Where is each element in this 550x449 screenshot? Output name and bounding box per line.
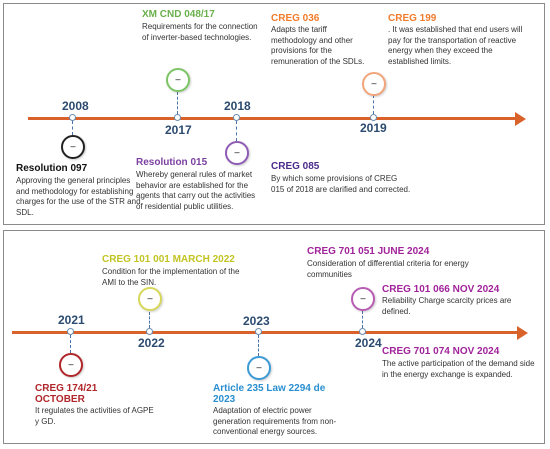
- event-marker-circle: –: [59, 353, 83, 377]
- event-title-creg-174-21: CREG 174/21: [35, 383, 98, 394]
- connector: [373, 95, 374, 114]
- event-title-resolution-097: Resolution 097: [16, 163, 88, 174]
- circle-glyph: –: [234, 147, 240, 157]
- circle-glyph: –: [70, 141, 76, 151]
- timeline-panel-2021-2024: [3, 230, 545, 444]
- event-title-creg-701-074: CREG 701 074 NOV 2024: [382, 346, 500, 357]
- year-2023: 2023: [243, 314, 270, 328]
- event-description-creg-701-074: The active participation of the demand s…: [382, 359, 535, 379]
- event-description-resolution-097: Approving the general principles and met…: [16, 176, 141, 217]
- event-title-xm-cnd-048-17: XM CND 048/17: [142, 9, 215, 20]
- year-2024: 2024: [355, 336, 382, 350]
- connector: [70, 335, 71, 353]
- connector: [149, 312, 150, 328]
- year-2017: 2017: [165, 123, 192, 137]
- circle-glyph: –: [360, 293, 366, 303]
- event-title-creg-085: CREG 085: [271, 161, 320, 172]
- event-description-creg-036: Adapts the tariff methodology and other …: [271, 25, 365, 66]
- event-description-creg-174-21: It regulates the activities of AGPE y GD…: [35, 406, 154, 426]
- connector: [72, 121, 73, 135]
- event-marker-circle: –: [61, 135, 85, 159]
- timeline-line-bottom: [12, 331, 518, 334]
- year-2019: 2019: [360, 121, 387, 135]
- timeline-marker: [370, 114, 377, 121]
- timeline-marker: [359, 328, 366, 335]
- event-description-creg-085: By which some provisions of CREG 015 of …: [271, 174, 411, 194]
- connector: [258, 335, 259, 356]
- event-marker-circle: –: [225, 141, 249, 165]
- year-2021: 2021: [58, 313, 85, 327]
- circle-glyph: –: [256, 362, 262, 372]
- event-description-xm-cnd-048-17: Requirements for the connection of inver…: [142, 22, 258, 42]
- event-title-creg-101-001: CREG 101 001 MARCH 2022: [102, 254, 235, 265]
- timeline-panel-2008-2019: [3, 3, 545, 225]
- year-2022: 2022: [138, 336, 165, 350]
- event-description-creg-101-066: Reliability Charge scarcity prices are d…: [382, 296, 512, 316]
- event-marker-circle: –: [166, 68, 190, 92]
- event-description-creg-199: . It was established that end users will…: [388, 25, 523, 66]
- year-2018: 2018: [224, 99, 251, 113]
- event-title-creg-701-051: CREG 701 051 JUNE 2024: [307, 246, 430, 257]
- timeline-marker: [67, 328, 74, 335]
- event-title-resolution-015: Resolution 015: [136, 157, 208, 168]
- event-title-creg-174-21-month: OCTOBER: [35, 394, 85, 405]
- timeline-line-top: [28, 117, 516, 120]
- event-marker-circle: –: [138, 287, 162, 311]
- event-marker-circle: –: [351, 287, 375, 311]
- timeline-arrow-top: [515, 111, 526, 126]
- event-title-creg-199: CREG 199: [388, 13, 437, 24]
- year-2008: 2008: [62, 99, 89, 113]
- circle-glyph: –: [147, 293, 153, 303]
- connector: [177, 92, 178, 114]
- timeline-marker: [146, 328, 153, 335]
- event-description-article-235: Adaptation of electric power generation …: [213, 406, 337, 437]
- connector: [362, 311, 363, 328]
- event-title-article-235: Article 235 Law 2294 de: [213, 383, 326, 394]
- event-description-creg-101-001: Condition for the implementation of the …: [102, 267, 240, 287]
- event-title-creg-101-066: CREG 101 066 NOV 2024: [382, 284, 500, 295]
- event-description-creg-701-051: Consideration of differential criteria f…: [307, 259, 469, 279]
- event-title-creg-036: CREG 036: [271, 13, 320, 24]
- timeline-marker: [174, 114, 181, 121]
- connector: [236, 121, 237, 141]
- timeline-marker: [233, 114, 240, 121]
- timeline-arrow-bottom: [517, 325, 528, 340]
- event-marker-circle: –: [362, 72, 386, 96]
- timeline-marker: [255, 328, 262, 335]
- circle-glyph: –: [371, 78, 377, 88]
- circle-glyph: –: [175, 74, 181, 84]
- event-marker-circle: –: [247, 356, 271, 380]
- event-description-resolution-015: Whereby general rules of market behavior…: [136, 170, 256, 211]
- circle-glyph: –: [68, 359, 74, 369]
- timeline-marker: [69, 114, 76, 121]
- event-title-article-235-year: 2023: [213, 394, 236, 405]
